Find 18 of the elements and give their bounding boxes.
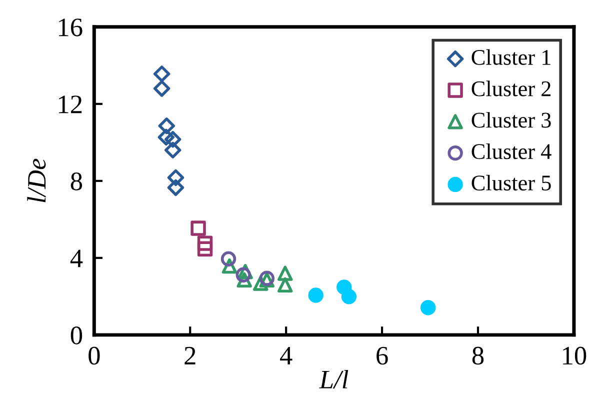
x-tick-label: 2 <box>184 346 196 364</box>
y-tick-label: 12 <box>58 96 82 114</box>
x-tick-label: 8 <box>472 346 484 365</box>
x-tick-label: 6 <box>376 346 388 365</box>
x-tick-label: 10 <box>563 346 586 365</box>
x-tick-label: 4 <box>280 346 292 364</box>
legend-label: Cluster 2 <box>472 80 550 96</box>
y-tick-label: 0 <box>70 326 82 344</box>
legend-label: Cluster 3 <box>472 112 551 128</box>
legend-label: Cluster 1 <box>472 49 550 65</box>
legend-label: Cluster 5 <box>472 174 551 191</box>
x-axis-title: L/l <box>319 370 348 389</box>
y-axis-title: l/De <box>27 158 46 202</box>
legend-label: Cluster 4 <box>472 143 552 160</box>
y-tick-label: 4 <box>70 250 83 268</box>
y-tick-label: 8 <box>70 172 82 190</box>
x-tick-label: 0 <box>88 346 100 365</box>
y-tick-label: 16 <box>58 18 82 36</box>
